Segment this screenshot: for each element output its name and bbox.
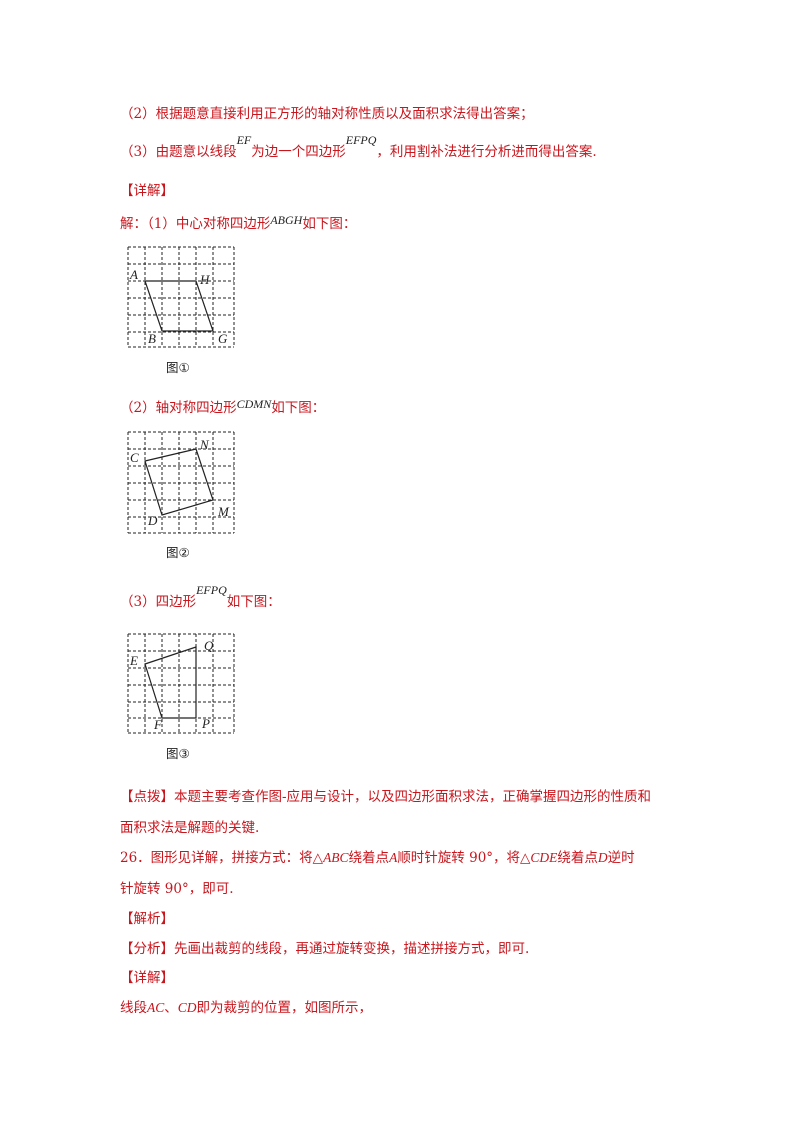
analysis-line-3-text-a: （3）由题意以线段 [120,144,237,160]
label-m: M [217,504,230,519]
math-efpq: EFPQ [345,133,377,147]
label-b: B [148,331,156,346]
math-abc: ABC [323,850,349,865]
q26-text-b: 绕着点 [348,850,390,866]
math-cd: CD [177,1000,197,1015]
tip-line-2: 面积求法是解题的关键. [120,820,260,836]
label-f: F [153,717,163,732]
detail-heading-2: 【详解】 [120,970,174,986]
label-q: Q [204,638,214,653]
figure-3-grid: E Q F P [127,633,235,734]
q26-text-c: 顺时针旋转 90°，将△ [397,850,531,866]
math-abgh: ABGH [270,213,303,227]
label-d: D [147,513,158,528]
detail-2-text-a: 线段 [120,1000,147,1016]
quadrilateral-abgh [144,280,214,332]
label-c: C [130,450,139,465]
math-ef: EF [236,133,252,147]
q26-line-2: 针旋转 90°，即可. [120,881,234,897]
label-h: H [199,272,210,287]
math-d: D [597,850,608,865]
figure-1-grid: A H B G [127,246,235,348]
math-a: A [389,850,398,865]
q26-text-a: 26．图形见详解，拼接方式：将△ [120,850,324,866]
label-a: A [129,267,138,282]
analysis-line-2: （2）根据题意直接利用正方形的轴对称性质以及面积求法得出答案； [120,102,534,122]
part-3-text-b: 如下图： [226,594,281,610]
q26-text-e: 逆时 [607,850,635,866]
part-2-text-b: 如下图： [271,400,326,416]
label-g: G [218,331,228,346]
q26-line-1: 26．图形见详解，拼接方式：将△ABC绕着点A顺时针旋转 90°，将△CDE绕着… [120,846,635,866]
quadrilateral-cdmn [144,448,214,516]
figure-2-caption: 图② [166,545,190,560]
detail-intro-1: 解：（1）中心对称四边形ABGH如下图： [120,212,356,232]
part-2-text: （2）轴对称四边形CDMN如下图： [120,396,325,416]
analysis-fenxi: 【分析】先画出裁剪的线段，再通过旋转变换，描述拼接方式，即可. [120,941,530,957]
detail-2-text-b: 即为裁剪的位置，如图所示， [196,1000,373,1016]
detail-2-sep: 、 [164,1000,178,1016]
quadrilateral-efpq [144,646,197,719]
math-cde: CDE [530,850,558,865]
analysis-line-3: （3）由题意以线段EF为边一个四边形EFPQ，利用割补法进行分析进而得出答案. [120,133,597,160]
detail-2-text: 线段AC、CD即为裁剪的位置，如图所示， [120,996,372,1016]
figure-2-grid: C N D M [127,431,235,534]
label-n: N [199,437,210,452]
detail-heading-1: 【详解】 [120,183,174,199]
figure-3-caption: 图③ [166,746,190,761]
label-p: P [201,716,210,731]
label-e: E [129,653,138,668]
q26-text-d: 绕着点 [557,850,598,866]
part-3-text: （3）四边形EFPQ如下图： [120,583,281,610]
detail-intro-1-text-a: 解：（1）中心对称四边形 [120,216,271,232]
analysis-heading-2: 【解析】 [120,911,174,927]
detail-intro-1-text-b: 如下图： [302,216,357,232]
part-2-text-a: （2）轴对称四边形 [120,400,237,416]
analysis-line-3-text-c: ，利用割补法进行分析进而得出答案. [376,144,597,160]
figure-1-caption: 图① [166,360,190,375]
math-cdmn: CDMN [236,397,272,411]
math-efpq-2: EFPQ [196,583,227,597]
analysis-line-2-text: （2）根据题意直接利用正方形的轴对称性质以及面积求法得出答案； [120,106,534,122]
tip-line-1: 【点拨】本题主要考查作图-应用与设计，以及四边形面积求法，正确掌握四边形的性质和 [120,789,652,805]
math-ac: AC [147,1000,165,1015]
part-3-text-a: （3）四边形 [120,594,197,610]
analysis-line-3-text-b: 为边一个四边形 [251,144,346,160]
